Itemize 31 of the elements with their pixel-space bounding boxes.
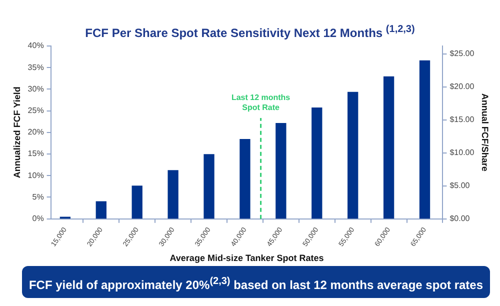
y-tick-label: 10% — [28, 170, 44, 180]
y2-tick-label: $20.00 — [450, 82, 475, 92]
y-tick-label: 0% — [32, 214, 44, 224]
y-tick-label: 40% — [28, 41, 44, 50]
bar — [383, 76, 394, 219]
bar — [96, 201, 106, 219]
y-tick-label: 5% — [32, 192, 44, 202]
bar — [276, 123, 286, 219]
bar — [240, 139, 250, 219]
x-axis-title: Average Mid-size Tanker Spot Rates — [170, 253, 324, 264]
ref-line-label: Last 12 months Spot Rate — [231, 93, 291, 112]
y2-tick-label: $0.00 — [450, 214, 470, 224]
bar — [419, 60, 430, 219]
y2-axis-title: Annual FCF/Share — [480, 93, 490, 172]
chart-title: FCF Per Share Spot Rate Sensitivity Next 12 Months $^{(1,2,3)}$ — [84, 24, 416, 40]
y-tick-label: 25% — [28, 106, 44, 116]
bar — [348, 92, 358, 219]
bar — [168, 170, 178, 219]
text: FCF yield of approximately 20%$^{(2,3)}$ based on last 12 months average spot rates — [22, 266, 490, 298]
y2-tick-label: $10.00 — [450, 148, 475, 158]
bar — [312, 107, 322, 219]
y-tick-label: 35% — [28, 62, 44, 72]
bar — [204, 154, 214, 219]
bar — [132, 186, 142, 219]
y-tick-label: 20% — [28, 128, 44, 137]
y2-tick-label: $5.00 — [450, 181, 470, 190]
y-tick-label: 15% — [28, 149, 44, 158]
y2-tick-label: $15.00 — [450, 115, 475, 124]
y-axis-title: Annualized FCF Yield — [12, 86, 22, 178]
y-tick-label: 30% — [28, 84, 44, 94]
y2-tick-label: $25.00 — [450, 49, 475, 58]
